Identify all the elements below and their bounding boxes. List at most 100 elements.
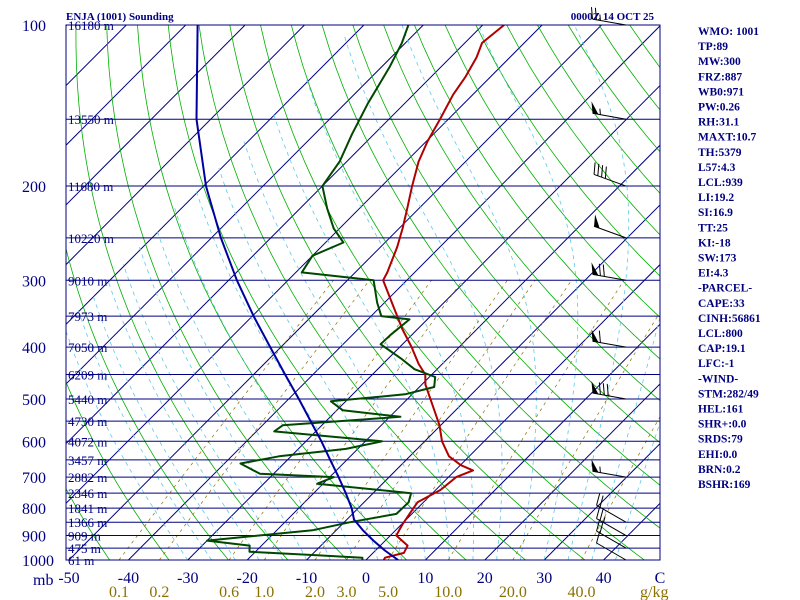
- sounding-index: STM:282/49: [698, 388, 759, 400]
- dry-adiabat: [75, 25, 289, 560]
- sounding-index: WMO: 1001: [698, 26, 759, 38]
- height-label: 2882 m: [68, 470, 107, 485]
- height-label: 7050 m: [68, 340, 107, 355]
- sounding-index: SRDS:79: [698, 434, 743, 446]
- mixing-ratio-label: 20.0: [499, 584, 527, 600]
- sounding-index: HEL:161: [698, 404, 744, 416]
- height-label: 475 m: [68, 541, 101, 556]
- sounding-index: TT:25: [698, 222, 728, 234]
- sounding-index: SI:16.9: [698, 207, 733, 219]
- wind-barb: [591, 459, 627, 478]
- isotherm-line: [66, 25, 187, 146]
- chart-title: ENJA (1001) Sounding: [66, 11, 174, 23]
- height-label: 13550 m: [68, 112, 114, 127]
- temperature-tick-label: -30: [177, 570, 198, 587]
- moist-adiabat: [107, 280, 260, 560]
- temperature-tick-label: 10: [417, 570, 433, 587]
- temperature-tick-label: -10: [296, 570, 317, 587]
- height-label: 2346 m: [68, 486, 107, 501]
- dry-adiabat: [784, 25, 800, 560]
- isotherm-line: [187, 84, 660, 560]
- pressure-tick-label: 800: [22, 501, 46, 518]
- chart-series: [195, 25, 505, 560]
- dry-adiabat: [167, 25, 467, 560]
- temperature-tick-label: 40: [596, 570, 612, 587]
- isotherm-line: [484, 383, 660, 560]
- height-label: 1841 m: [68, 501, 107, 516]
- dry-adiabat: [106, 25, 348, 560]
- height-label: 9010 m: [68, 273, 107, 288]
- moist-adiabat: [272, 111, 450, 560]
- dry-adiabat: [567, 25, 660, 153]
- temperature-tick-label: -50: [58, 570, 79, 587]
- isotherm-line: [66, 25, 305, 266]
- temperature-tick-label: 0: [362, 570, 370, 587]
- pressure-tick-label: 700: [22, 470, 46, 487]
- sounding-index: PW:0.26: [698, 102, 740, 114]
- pressure-tick-label: 1000: [22, 553, 54, 570]
- sounding-index: -PARCEL-: [698, 283, 752, 295]
- pressure-tick-label: 300: [22, 273, 46, 290]
- sounding-index: BSHR:169: [698, 479, 751, 491]
- chart-time: 0000Z 14 OCT 25: [571, 11, 655, 23]
- series-dewpoint-line: [206, 25, 437, 560]
- sounding-index: RH:31.1: [698, 117, 739, 129]
- height-label: 4730 m: [68, 414, 107, 429]
- height-label: 16180 m: [68, 18, 114, 33]
- wind-barb: [596, 493, 627, 523]
- sounding-index: FRZ:887: [698, 71, 742, 83]
- temperature-tick-label: 30: [536, 570, 552, 587]
- sounding-index: CAPE:33: [698, 298, 745, 310]
- mixing-ratio-line: [118, 280, 334, 560]
- moist-adiabat: [478, 25, 579, 560]
- moist-adiabat: [344, 36, 503, 560]
- series-parcel-line: [195, 25, 399, 560]
- mixing-ratio-label: 0.2: [149, 584, 169, 600]
- wind-barb: [591, 262, 627, 281]
- height-label: 7973 m: [68, 309, 107, 324]
- temperature-tick-label: -20: [237, 570, 258, 587]
- moist-adiabat: [196, 191, 379, 560]
- wind-barb: [590, 7, 627, 26]
- chart-gridlines: [66, 24, 800, 561]
- moist-adiabat: [243, 141, 426, 560]
- dry-adiabat: [290, 25, 660, 529]
- sounding-index: EI:4.3: [698, 268, 729, 280]
- wind-barb: [596, 531, 627, 561]
- pressure-tick-label: 400: [22, 340, 46, 357]
- isotherm-line: [66, 25, 365, 326]
- height-label: 6209 m: [68, 367, 107, 382]
- isotherm-line: [365, 263, 660, 560]
- wind-barb: [593, 162, 627, 187]
- plot-area-frame: [65, 24, 661, 561]
- mixing-ratio-label: 1.0: [254, 584, 274, 600]
- isotherm-line: [66, 25, 543, 505]
- chart-labels: 0.1 0.2 0.6 1.0 2.0 3.0 5.0 10.0 20.0 40.01002003…: [22, 18, 761, 600]
- moist-adiabat: [77, 309, 212, 560]
- series-temperature-line: [382, 25, 505, 560]
- wind-barb: [596, 519, 627, 549]
- sounding-index: TP:89: [698, 41, 728, 53]
- mixing-ratio-line: [447, 280, 625, 560]
- mixing-ratio-label: 40.0: [567, 584, 595, 600]
- mixing-ratio-line: [228, 280, 432, 560]
- moist-adiabat: [567, 25, 630, 560]
- sounding-index: BRN:0.2: [698, 464, 741, 476]
- sounding-index: MAXT:10.7: [698, 132, 756, 144]
- moist-adiabat: [66, 329, 189, 560]
- isotherm-line: [66, 25, 424, 385]
- sounding-index: LI:19.2: [698, 192, 734, 204]
- temperature-unit-label: C: [655, 570, 666, 587]
- sounding-index: -WIND-: [698, 373, 738, 385]
- pressure-unit-label: mb: [33, 572, 53, 589]
- mixing-ratio-label: 10.0: [434, 584, 462, 600]
- isotherm-line: [128, 25, 660, 560]
- moist-adiabat: [139, 246, 307, 560]
- wind-barb: [596, 506, 627, 536]
- wind-barb: [591, 381, 627, 400]
- height-label: 5440 m: [68, 392, 107, 407]
- isotherm-line: [306, 204, 660, 560]
- sounding-index: MW:300: [698, 56, 741, 68]
- sounding-index: L57:4.3: [698, 162, 736, 174]
- sounding-index: SHR+:0.0: [698, 419, 747, 431]
